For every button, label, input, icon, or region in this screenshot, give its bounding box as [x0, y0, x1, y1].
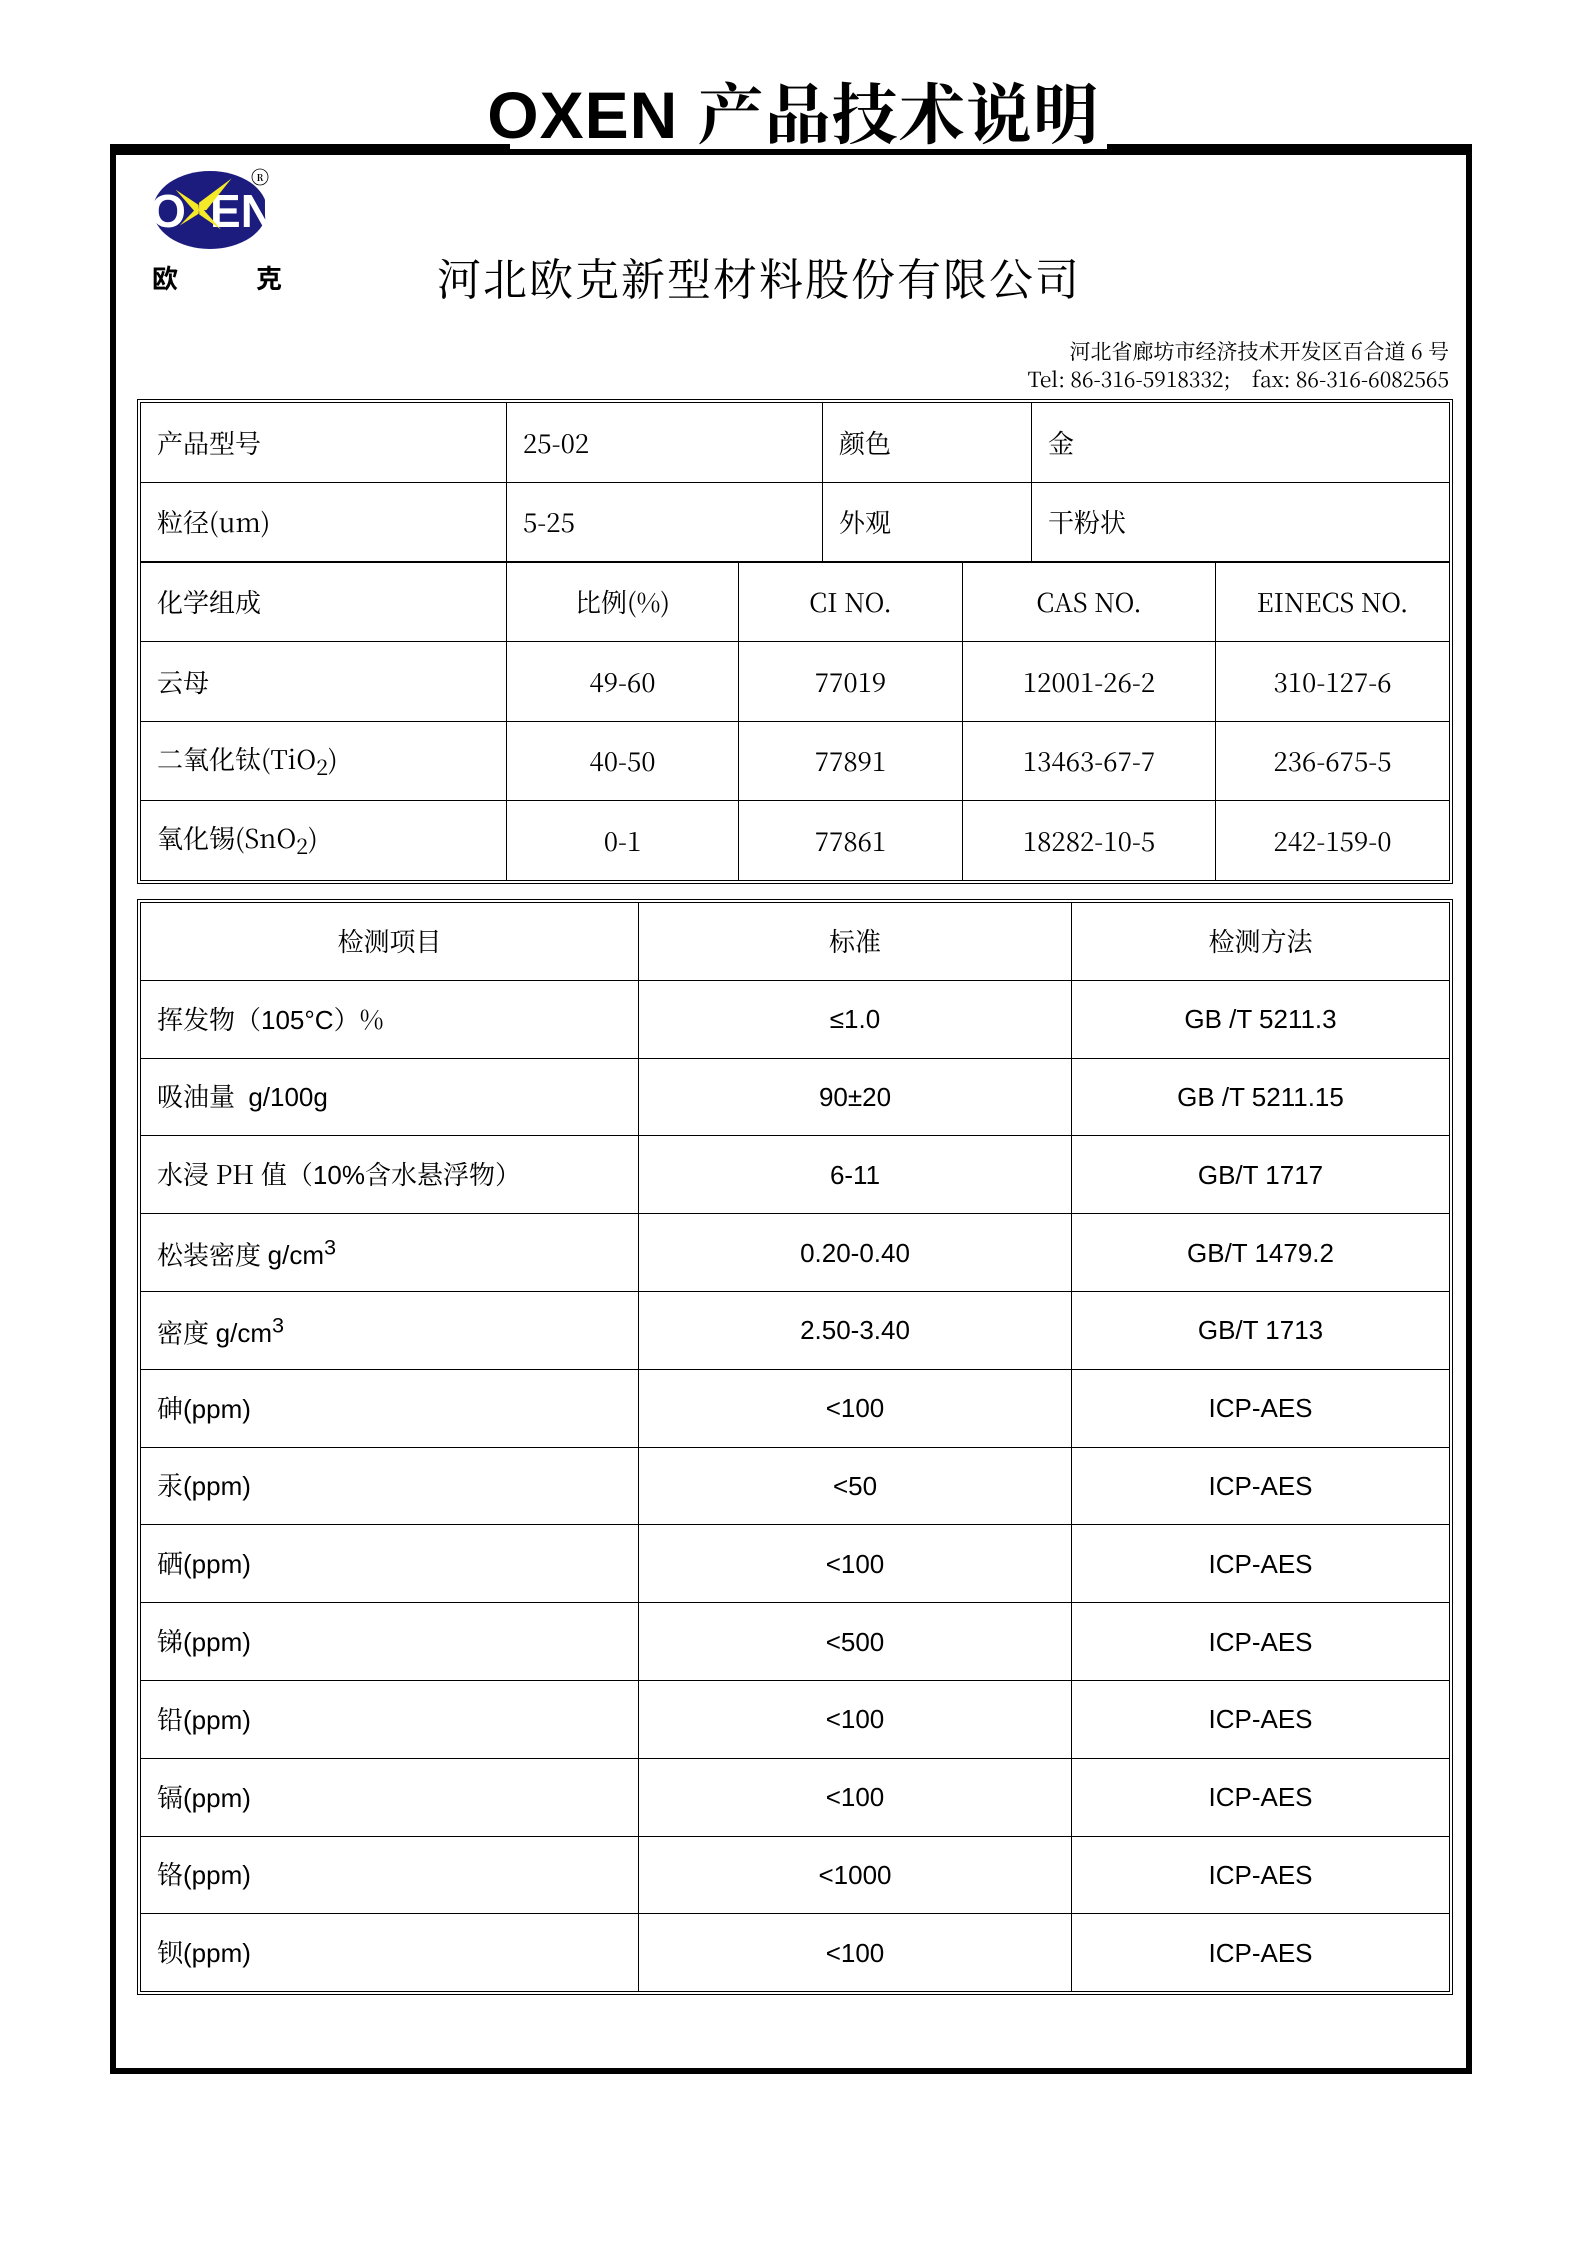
svg-text:O: O: [152, 185, 186, 237]
svg-text:R: R: [257, 171, 264, 184]
